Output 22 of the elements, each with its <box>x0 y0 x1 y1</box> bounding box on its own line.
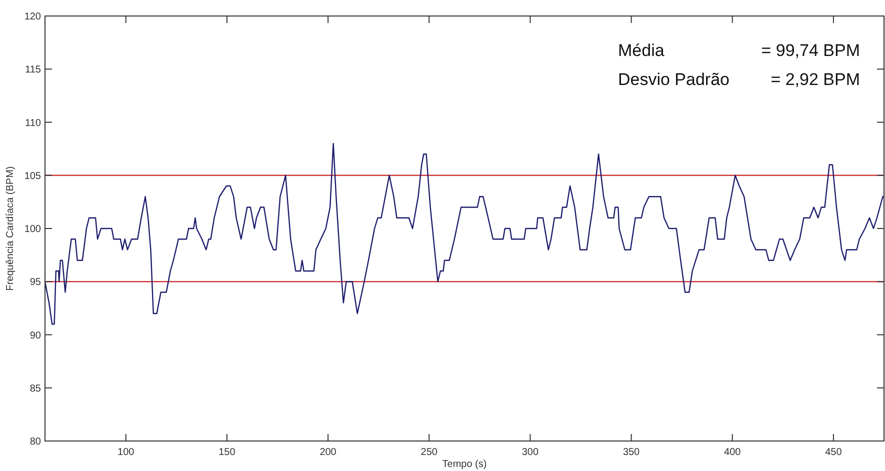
y-tick-label: 115 <box>25 64 42 76</box>
y-tick-label: 95 <box>30 277 42 288</box>
x-tick-label: 150 <box>218 447 236 458</box>
y-axis-title: Frequência Cardíaca (BPM) <box>5 166 16 291</box>
y-tick-label: 120 <box>24 12 42 22</box>
x-tick-label: 250 <box>420 447 438 458</box>
y-tick-label: 110 <box>25 118 42 129</box>
text: Média = 99,74 BPM <box>618 41 860 60</box>
x-tick-label: 100 <box>118 447 135 458</box>
x-tick-label: 400 <box>724 447 742 458</box>
y-tick-label: 80 <box>30 436 42 448</box>
y-tick-label: 90 <box>30 330 42 342</box>
y-tick-label: 100 <box>24 224 42 235</box>
x-tick-label: 350 <box>622 447 640 458</box>
text: Desvio Padrão = 2,92 BPM <box>618 70 860 89</box>
x-tick-label: 450 <box>825 447 842 458</box>
y-tick-label: 85 <box>30 383 42 394</box>
y-tick-label: 105 <box>24 170 42 182</box>
line-series <box>44 142 885 325</box>
x-tick-label: 300 <box>522 447 539 458</box>
x-axis-title: Tempo (s) <box>442 459 487 470</box>
x-tick-label: 200 <box>320 447 337 458</box>
